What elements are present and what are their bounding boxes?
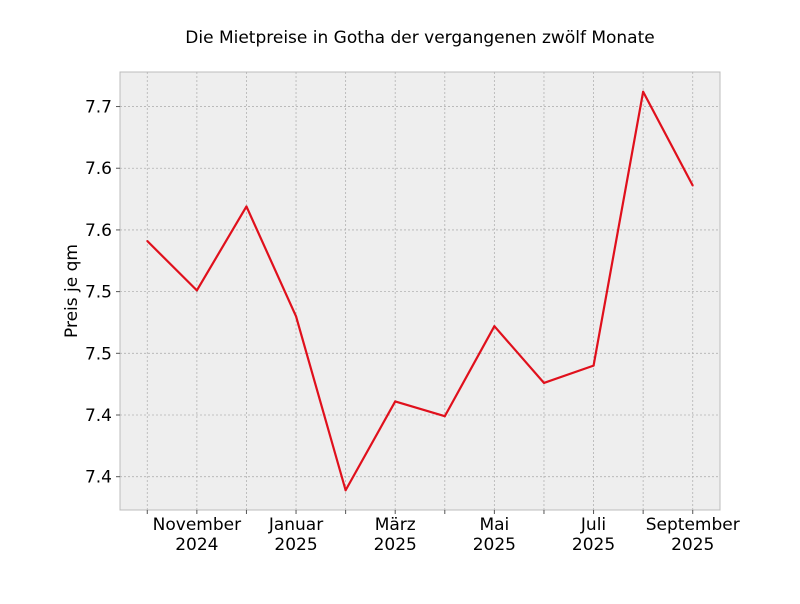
data-point xyxy=(344,489,347,492)
plot-area xyxy=(119,71,721,511)
data-point xyxy=(245,205,248,208)
x-tick-label: Mai xyxy=(479,515,509,535)
y-tick-label: 7.5 xyxy=(85,344,112,364)
x-tick-label-year: 2024 xyxy=(175,535,218,555)
y-axis-label: Preis je qm xyxy=(62,244,82,338)
x-tick-label: Juli xyxy=(580,515,606,535)
x-tick-label: Januar xyxy=(268,515,323,535)
data-point xyxy=(642,90,645,93)
data-point xyxy=(443,415,446,418)
data-point xyxy=(146,240,149,243)
y-tick-label: 7.6 xyxy=(85,159,112,179)
data-point xyxy=(493,325,496,328)
data-point xyxy=(592,364,595,367)
series-line xyxy=(146,90,694,492)
x-tick-label-year: 2025 xyxy=(374,535,417,555)
x-tick-label: November xyxy=(153,515,241,535)
y-tick-label: 7.6 xyxy=(85,221,112,241)
x-tick-label-year: 2025 xyxy=(572,535,615,555)
x-axis: November2024Januar2025März2025Mai2025Jul… xyxy=(146,510,740,555)
y-tick-label: 7.4 xyxy=(85,468,112,488)
data-point xyxy=(195,289,198,292)
grid xyxy=(120,72,720,510)
x-tick-label-year: 2025 xyxy=(473,535,516,555)
data-point xyxy=(691,184,694,187)
y-tick-label: 7.5 xyxy=(85,283,112,303)
data-point xyxy=(295,315,298,318)
x-tick-label-year: 2025 xyxy=(274,535,317,555)
y-axis: 7.4 7.4 7.5 7.5 7.6 7.6 7.7 xyxy=(85,98,120,488)
x-tick-label-year: 2025 xyxy=(671,535,714,555)
x-tick-label: September xyxy=(646,515,740,535)
y-tick-label: 7.7 xyxy=(85,98,112,118)
y-tick-label: 7.4 xyxy=(85,406,112,426)
data-point xyxy=(542,381,545,384)
chart-title: Die Mietpreise in Gotha der vergangenen … xyxy=(185,28,654,48)
x-tick-label: März xyxy=(375,515,416,535)
series-group xyxy=(146,90,694,492)
data-point xyxy=(394,400,397,403)
